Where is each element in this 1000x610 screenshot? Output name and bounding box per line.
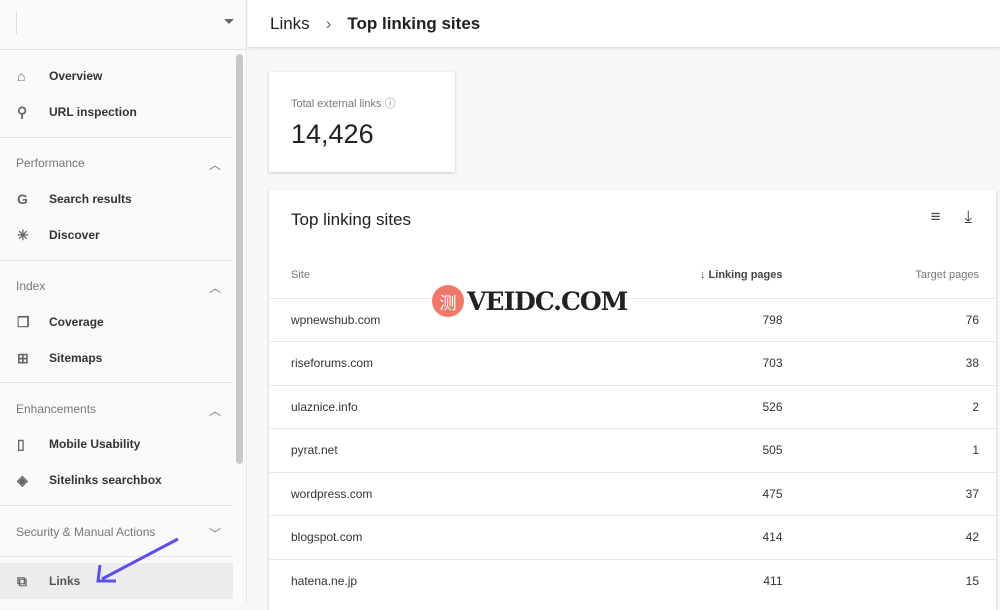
sidebar-item-label: Links <box>49 574 81 588</box>
total-external-links-card: Total external links ⓘ 14,426 <box>269 72 455 172</box>
sidebar: ⌂ Overview ⚲ URL inspection Performance ︿ G… <box>0 0 247 602</box>
download-icon[interactable]: ⤓ <box>964 207 972 226</box>
cell-linking-pages: 411 <box>563 558 783 603</box>
filter-icon[interactable]: ≡ <box>930 207 941 226</box>
cell-linking-pages: 526 <box>563 384 783 429</box>
cell-site: riseforums.com <box>269 341 564 385</box>
cell-target-pages: 2 <box>782 384 996 429</box>
sidebar-item-discover[interactable]: ✳ Discover <box>0 217 233 253</box>
cell-site: blogspot.com <box>269 515 564 559</box>
cell-target-pages: 1 <box>782 428 996 472</box>
chevron-down-icon: ﹀ <box>208 527 221 541</box>
column-label: Linking pages <box>708 268 783 281</box>
table-row[interactable]: ulaznice.info 526 2 <box>269 384 996 429</box>
table-title: Top linking sites <box>291 210 412 229</box>
sidebar-item-label: Overview <box>49 69 103 83</box>
divider <box>0 260 233 261</box>
cell-site: pyrat.net <box>269 428 564 472</box>
watermark-glyph: 测 <box>432 285 464 317</box>
layers-icon: ◈ <box>17 471 28 488</box>
watermark-text: VEIDC.COM <box>467 286 628 316</box>
phone-icon: ▯ <box>17 435 25 452</box>
sidebar-scrollbar[interactable] <box>236 54 243 464</box>
annotation-arrow <box>96 537 179 583</box>
cell-target-pages: 42 <box>782 515 996 559</box>
divider <box>0 505 233 506</box>
cell-linking-pages: 703 <box>563 341 783 385</box>
column-header-site[interactable]: Site <box>291 268 310 281</box>
column-header-target-pages[interactable]: Target pages <box>915 268 979 281</box>
sidebar-item-sitemaps[interactable]: ⊞ Sitemaps <box>0 340 233 376</box>
chevron-up-icon: ︿ <box>208 404 221 418</box>
sidebar-item-url-inspection[interactable]: ⚲ URL inspection <box>0 94 233 130</box>
section-label: Enhancements <box>16 402 97 416</box>
cell-linking-pages: 475 <box>563 471 783 516</box>
summary-label: Total external links <box>291 98 382 110</box>
home-icon: ⌂ <box>17 68 26 84</box>
divider <box>0 137 233 138</box>
sidebar-item-label: URL inspection <box>49 105 137 119</box>
cell-linking-pages: 414 <box>563 515 783 559</box>
sidebar-item-label: Sitemaps <box>49 351 103 365</box>
chevron-up-icon: ︿ <box>208 281 221 295</box>
cell-target-pages: 15 <box>782 558 996 603</box>
linking-sites-table: Site ↓ Linking pages Target pages wpnews… <box>269 252 996 603</box>
chevron-up-icon: ︿ <box>208 158 221 172</box>
divider <box>0 556 233 557</box>
copy-pages-icon: ❐ <box>17 313 30 330</box>
cell-target-pages: 37 <box>782 471 996 516</box>
sidebar-item-label: Sitelinks searchbox <box>49 473 162 487</box>
sidebar-item-label: Coverage <box>49 315 104 329</box>
cell-target-pages: 76 <box>782 297 996 342</box>
table-row[interactable]: pyrat.net 505 1 <box>269 428 996 472</box>
table-row[interactable]: hatena.ne.jp 411 15 <box>269 558 996 603</box>
search-icon: ⚲ <box>17 103 28 120</box>
sidebar-item-links[interactable]: ⧉ Links <box>0 563 233 599</box>
cell-linking-pages: 505 <box>563 428 783 472</box>
header: Links › Top linking sites <box>248 0 1000 48</box>
cell-target-pages: 38 <box>782 341 996 385</box>
divider <box>0 382 233 383</box>
section-label: Index <box>16 279 46 293</box>
watermark-logo: 测 VEIDC.COM <box>432 285 628 317</box>
page-title: Top linking sites <box>347 13 481 33</box>
sidebar-item-mobile-usability[interactable]: ▯ Mobile Usability <box>0 426 233 462</box>
section-label: Performance <box>16 156 85 170</box>
section-label: Security & Manual Actions <box>16 525 156 539</box>
breadcrumb-links[interactable]: Links <box>270 13 310 33</box>
sidebar-item-sitelinks-searchbox[interactable]: ◈ Sitelinks searchbox <box>0 462 233 498</box>
table-row[interactable]: wordpress.com 475 37 <box>269 471 996 516</box>
asterisk-icon: ✳ <box>17 226 29 243</box>
sitemap-icon: ⊞ <box>17 349 29 366</box>
cell-site: hatena.ne.jp <box>269 558 564 603</box>
top-linking-sites-card: Top linking sites ≡ ⤓ Site ↓ Linking page… <box>269 190 996 610</box>
table-row[interactable]: riseforums.com 703 38 <box>269 341 996 385</box>
sidebar-item-label: Mobile Usability <box>49 437 141 451</box>
cell-site: ulaznice.info <box>269 384 564 429</box>
sidebar-item-overview[interactable]: ⌂ Overview <box>0 58 233 94</box>
cell-site: wordpress.com <box>269 471 564 516</box>
help-icon[interactable]: ⓘ <box>384 98 396 110</box>
table-row[interactable]: wpnewshub.com 798 76 <box>269 297 996 342</box>
property-placeholder <box>16 12 17 34</box>
sidebar-item-coverage[interactable]: ❐ Coverage <box>0 304 233 340</box>
cell-linking-pages: 798 <box>563 297 783 342</box>
section-security[interactable]: Security & Manual Actions ﹀ <box>16 525 221 542</box>
network-icon: ⧉ <box>17 572 27 589</box>
property-selector[interactable] <box>0 0 246 50</box>
cell-site: wpnewshub.com <box>269 297 564 342</box>
sidebar-item-label: Search results <box>49 192 132 206</box>
column-header-linking-pages[interactable]: ↓ Linking pages <box>564 252 783 298</box>
table-row[interactable]: blogspot.com 414 42 <box>269 515 996 559</box>
sidebar-item-label: Discover <box>49 228 100 242</box>
section-performance[interactable]: Performance ︿ <box>16 156 221 173</box>
summary-value: 14,426 <box>291 119 374 149</box>
google-g-icon: G <box>17 191 28 207</box>
dropdown-caret-icon[interactable] <box>224 19 234 24</box>
sort-arrow-down-icon: ↓ <box>699 268 706 281</box>
sidebar-item-search-results[interactable]: G Search results <box>0 181 233 217</box>
section-enhancements[interactable]: Enhancements ︿ <box>16 402 221 419</box>
section-index[interactable]: Index ︿ <box>16 279 221 296</box>
breadcrumb-chevron-icon: › <box>325 13 332 33</box>
